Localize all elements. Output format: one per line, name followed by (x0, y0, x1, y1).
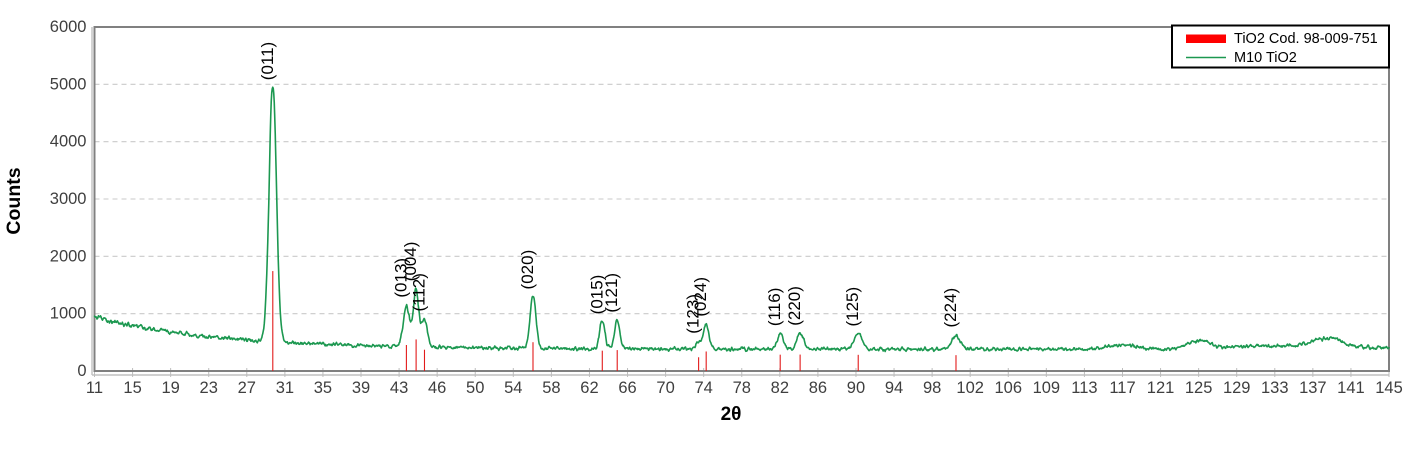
svg-text:5000: 5000 (50, 75, 87, 93)
svg-text:(112): (112) (409, 273, 428, 311)
svg-text:54: 54 (504, 379, 522, 397)
svg-text:11: 11 (86, 379, 103, 397)
svg-text:102: 102 (956, 379, 984, 397)
svg-text:4000: 4000 (50, 133, 87, 151)
svg-text:(020): (020) (518, 250, 537, 290)
svg-text:141: 141 (1337, 379, 1365, 397)
svg-text:70: 70 (656, 379, 674, 397)
svg-text:121: 121 (1147, 379, 1175, 397)
svg-text:39: 39 (352, 379, 370, 397)
svg-text:106: 106 (994, 379, 1022, 397)
svg-text:19: 19 (161, 379, 179, 397)
svg-text:2000: 2000 (50, 247, 87, 265)
svg-text:50: 50 (466, 379, 484, 397)
svg-text:113: 113 (1071, 379, 1097, 397)
svg-text:98: 98 (923, 379, 941, 397)
svg-text:23: 23 (200, 379, 218, 397)
svg-text:(024): (024) (691, 277, 710, 317)
svg-text:0: 0 (77, 362, 86, 380)
svg-text:117: 117 (1109, 379, 1135, 397)
svg-text:TiO2 Cod. 98-009-751: TiO2 Cod. 98-009-751 (1234, 31, 1378, 47)
svg-text:31: 31 (276, 379, 294, 397)
svg-text:1000: 1000 (50, 305, 87, 323)
svg-text:6000: 6000 (50, 18, 87, 36)
svg-text:86: 86 (809, 379, 827, 397)
svg-text:137: 137 (1299, 379, 1327, 397)
svg-text:129: 129 (1223, 379, 1251, 397)
svg-text:94: 94 (885, 379, 903, 397)
svg-text:133: 133 (1261, 379, 1289, 397)
svg-text:109: 109 (1033, 379, 1061, 397)
svg-text:(220): (220) (785, 286, 804, 326)
svg-text:90: 90 (847, 379, 865, 397)
svg-text:66: 66 (618, 379, 636, 397)
svg-text:27: 27 (238, 379, 256, 397)
svg-text:2θ: 2θ (721, 404, 742, 425)
svg-text:(125): (125) (843, 287, 862, 327)
svg-text:78: 78 (733, 379, 751, 397)
svg-text:(121): (121) (602, 273, 621, 313)
svg-text:(224): (224) (941, 288, 960, 328)
svg-text:82: 82 (771, 379, 789, 397)
svg-text:125: 125 (1185, 379, 1213, 397)
svg-text:Counts: Counts (3, 167, 25, 234)
svg-text:74: 74 (694, 379, 712, 397)
svg-text:35: 35 (314, 379, 332, 397)
svg-text:46: 46 (428, 379, 446, 397)
svg-text:58: 58 (542, 379, 560, 397)
svg-text:15: 15 (123, 379, 141, 397)
svg-text:M10 TiO2: M10 TiO2 (1234, 50, 1297, 66)
svg-text:145: 145 (1375, 379, 1403, 397)
svg-text:62: 62 (580, 379, 598, 397)
svg-text:3000: 3000 (50, 190, 87, 208)
svg-text:(011): (011) (258, 42, 277, 80)
svg-text:43: 43 (390, 379, 408, 397)
svg-text:(116): (116) (765, 288, 784, 326)
